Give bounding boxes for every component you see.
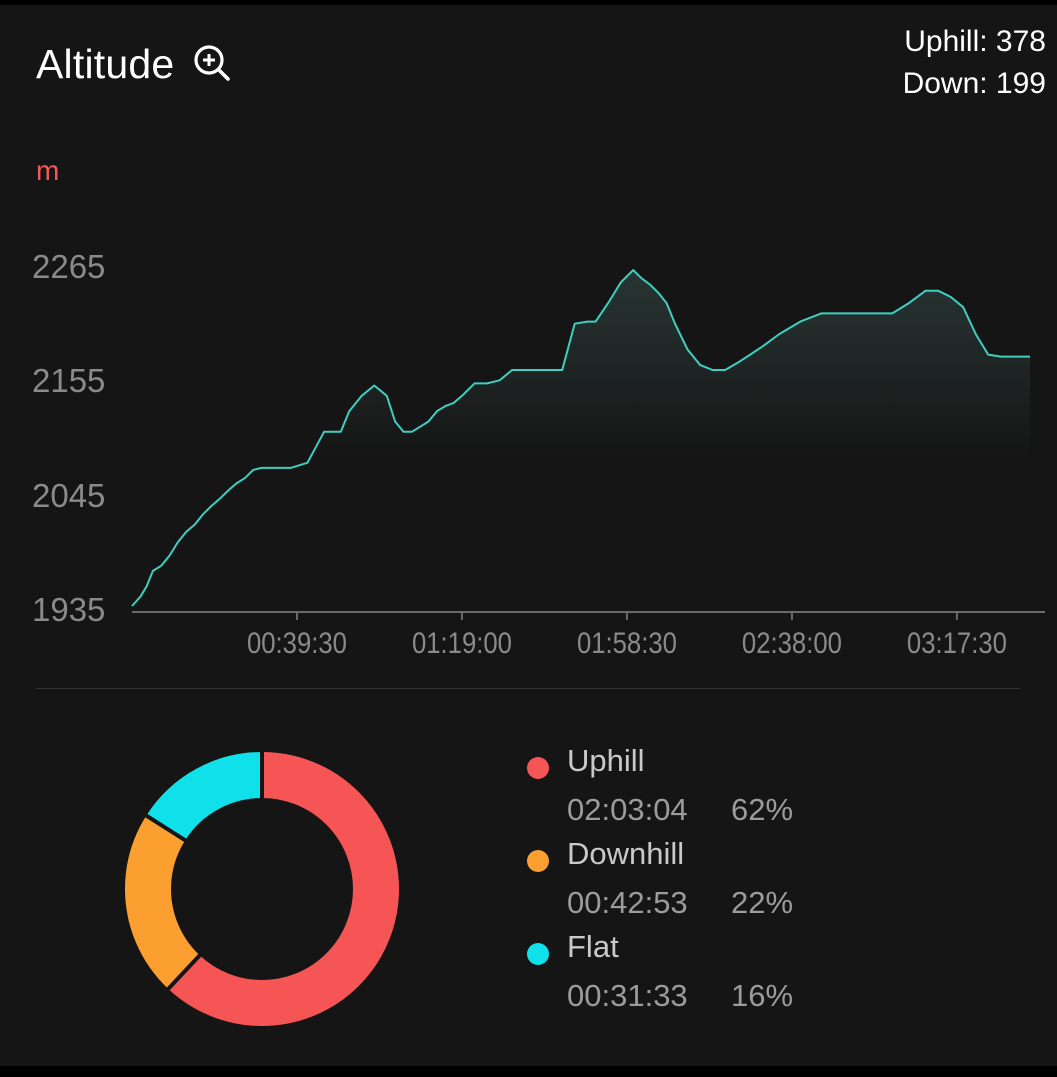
legend-percent: 22% (731, 885, 794, 920)
altitude-chart[interactable]: 00:39:30 01:19:00 01:58:30 02:38:00 03:17:30 (0, 5, 1057, 685)
x-tick-label: 02:38:00 (742, 627, 842, 660)
altitude-area (132, 270, 1030, 612)
legend-percent: 16% (731, 978, 794, 1013)
altitude-line (131, 269, 1030, 607)
y-axis-unit: m (36, 155, 60, 186)
page-title: Altitude (36, 41, 175, 87)
x-tick-label: 03:17:30 (907, 627, 1007, 660)
legend-percent: 62% (731, 792, 794, 827)
y-tick-label: 2155 (32, 362, 106, 399)
altitude-card: Altitude Uphill: 378 Down: 199 m 2265 21… (0, 5, 1057, 1066)
donut-separator (166, 953, 202, 991)
y-tick-label: 2045 (32, 477, 106, 514)
x-tick-label: 00:39:30 (247, 627, 347, 660)
donut-segment-downhill (125, 752, 399, 1026)
legend-name: Flat (567, 929, 619, 964)
time-breakdown-donut (125, 751, 399, 1026)
y-tick-label: 2265 (32, 248, 106, 285)
uphill-dot-icon (527, 757, 549, 779)
uphill-total: Uphill: 378 (904, 25, 1046, 58)
downhill-total: Down: 199 (902, 67, 1046, 100)
y-tick-label: 1935 (32, 591, 106, 628)
legend-time: 02:03:04 (567, 792, 688, 827)
x-tick-label: 01:58:30 (577, 627, 677, 660)
legend-time: 00:31:33 (567, 978, 688, 1013)
zoom-in-icon[interactable] (192, 43, 232, 83)
flat-dot-icon (527, 943, 549, 965)
legend-name: Uphill (567, 743, 645, 778)
legend-name: Downhill (567, 836, 685, 871)
elevation-summary: Uphill: 378 Down: 199 (903, 21, 1046, 105)
legend-time: 00:42:53 (567, 885, 688, 920)
donut-separator (144, 813, 188, 843)
x-tick-label: 01:19:00 (412, 627, 512, 660)
downhill-dot-icon (527, 850, 549, 872)
section-divider (36, 688, 1020, 689)
